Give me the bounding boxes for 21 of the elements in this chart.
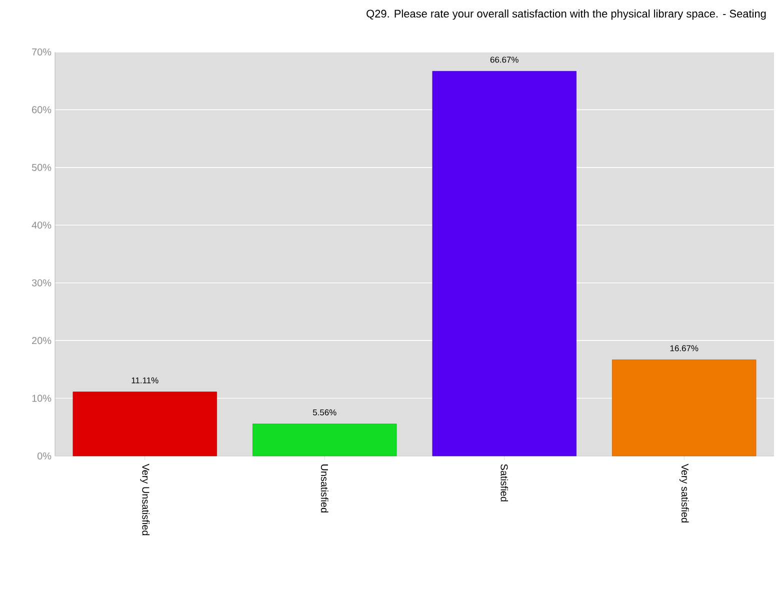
bar <box>252 424 397 456</box>
y-tick-label: 10% <box>32 394 52 402</box>
bar <box>432 71 576 456</box>
y-tick-label: 50% <box>32 164 52 171</box>
y-tick-label: 0% <box>37 452 52 460</box>
data-label: 66.67% <box>490 56 518 63</box>
x-tick-label: Very satisfied <box>679 464 689 522</box>
x-tick-label: Very Unsatisfied <box>140 464 150 536</box>
bar <box>612 360 756 456</box>
y-tick-label: 40% <box>32 222 52 229</box>
bar <box>72 392 217 456</box>
data-label: 16.67% <box>670 345 698 352</box>
y-tick-label: 70% <box>32 48 52 56</box>
y-tick-label: 60% <box>32 106 52 114</box>
data-label: 11.11% <box>132 377 158 384</box>
y-tick-label: 20% <box>32 337 52 344</box>
chart-title: Q29. Please rate your overall satisfaction with the physical library space. - Seating <box>366 10 766 20</box>
x-tick-label: Satisfied <box>500 464 508 502</box>
x-tick-label: Unsatisfied <box>320 464 328 512</box>
y-tick-label: 30% <box>32 279 52 286</box>
data-label: 5.56% <box>312 409 336 416</box>
